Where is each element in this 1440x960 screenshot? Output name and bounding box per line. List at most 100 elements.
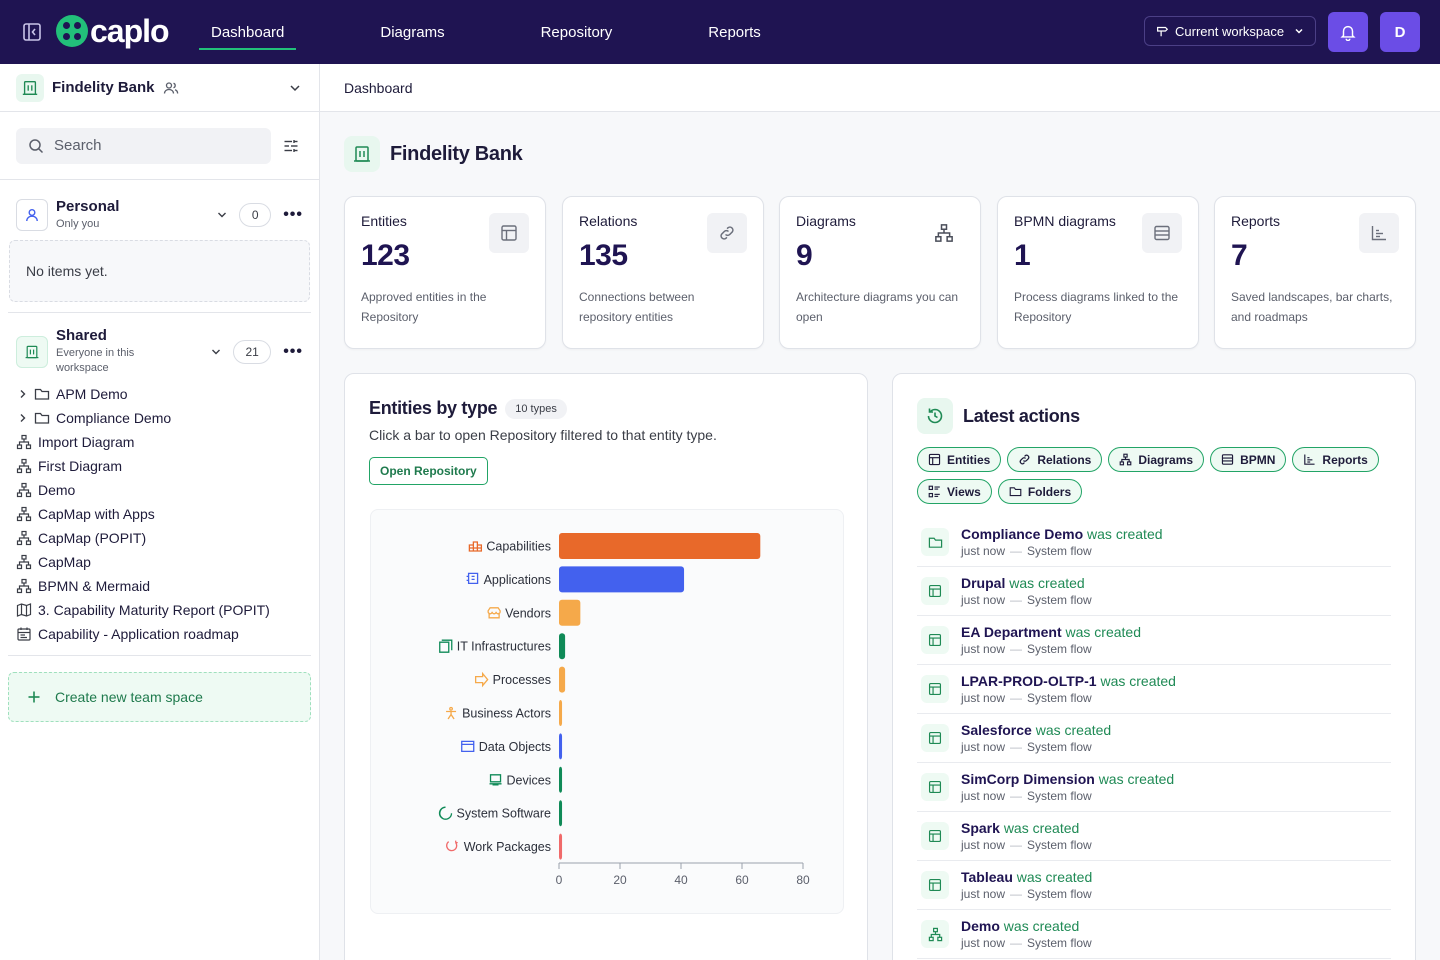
feed-item-name[interactable]: SimCorp Dimension xyxy=(961,771,1095,787)
page-header: Findelity Bank xyxy=(344,136,523,172)
feed-item[interactable]: Tableau was created just now — System flow xyxy=(917,861,1391,910)
chevron-down-icon[interactable] xyxy=(215,208,229,222)
filter-chip-bpmn[interactable]: BPMN xyxy=(1210,447,1287,472)
tree-item-capmap[interactable]: CapMap xyxy=(8,550,311,574)
filter-chip-entities[interactable]: Entities xyxy=(917,447,1002,472)
feed-item-name[interactable]: Salesforce xyxy=(961,722,1032,738)
more-options-icon[interactable]: ••• xyxy=(283,206,303,223)
stat-card-relations[interactable]: Relations 135 Connections between reposi… xyxy=(562,196,764,349)
feed-item-name[interactable]: Drupal xyxy=(961,575,1006,591)
chevron-down-icon[interactable] xyxy=(287,80,303,96)
filter-chip-relations[interactable]: Relations xyxy=(1007,447,1103,472)
feed-item[interactable]: Compliance Demo was created just now — Syst… xyxy=(917,518,1391,567)
chevron-right-icon[interactable] xyxy=(16,411,30,425)
filter-chip-folders[interactable]: Folders xyxy=(997,479,1083,504)
tree-item-capability-application-roadmap[interactable]: Capability - Application roadmap xyxy=(8,622,311,646)
stat-description: Process diagrams linked to the Repositor… xyxy=(1014,290,1179,324)
tree-item-demo[interactable]: Demo xyxy=(8,478,311,502)
bar-vendors[interactable] xyxy=(559,599,581,626)
tree-item-apm-demo[interactable]: APM Demo xyxy=(8,382,311,406)
feed-item[interactable]: LPAR-PROD-OLTP-1 was created just now — Sys… xyxy=(917,665,1391,714)
bar-system-software[interactable] xyxy=(559,800,563,827)
shared-count-badge: 21 xyxy=(233,339,272,364)
feed-item[interactable]: EA Department was created just now — System… xyxy=(917,616,1391,665)
bar-business-actors[interactable] xyxy=(559,700,563,726)
bar-devices[interactable] xyxy=(559,766,563,793)
filter-chip-views[interactable]: Views xyxy=(917,479,992,504)
chevron-right-icon[interactable] xyxy=(16,387,30,401)
stat-label: Entities xyxy=(361,213,407,229)
feed-item-time: just now xyxy=(961,789,1006,803)
more-options-icon[interactable]: ••• xyxy=(283,342,303,360)
category-label[interactable]: Vendors xyxy=(505,606,551,620)
create-team-space-label: Create new team space xyxy=(55,689,203,705)
bar-data-objects[interactable] xyxy=(559,733,563,760)
category-label[interactable]: Business Actors xyxy=(462,707,551,721)
category-label[interactable]: Work Packages xyxy=(464,840,551,854)
caplo-logo[interactable]: caplo xyxy=(56,15,170,47)
feed-item-name[interactable]: EA Department xyxy=(961,624,1062,640)
feed-item-time: just now xyxy=(961,544,1006,558)
stat-card-entities[interactable]: Entities 123 Approved entities in the Re… xyxy=(344,196,546,349)
feed-item[interactable]: Spark was created just now — System flow xyxy=(917,812,1391,861)
stat-value: 7 xyxy=(1231,239,1248,272)
feed-item[interactable]: Demo was created just now — System flow xyxy=(917,910,1391,959)
shared-title: Shared xyxy=(56,327,107,344)
entities-by-type-panel: Entities by type 10 types Click a bar to… xyxy=(344,373,868,960)
workspace-switcher[interactable]: Current workspace xyxy=(1144,16,1316,46)
search-field[interactable] xyxy=(16,127,271,164)
feed-item[interactable]: Salesforce was created just now — System fl… xyxy=(917,714,1391,763)
tree-item-import-diagram[interactable]: Import Diagram xyxy=(8,430,311,454)
actor-icon xyxy=(446,706,457,720)
tab-dashboard[interactable]: Dashboard xyxy=(199,0,297,64)
bar-work-packages[interactable] xyxy=(559,833,563,860)
filter-chip-reports[interactable]: Reports xyxy=(1292,447,1379,472)
tree-item-capability-maturity-report[interactable]: 3. Capability Maturity Report (POPIT) xyxy=(8,598,311,622)
feed-item[interactable]: SimCorp Dimension was created just now — Sy… xyxy=(917,763,1391,812)
bar-it-infrastructures[interactable] xyxy=(559,633,566,660)
category-label[interactable]: System Software xyxy=(457,807,552,821)
chevron-down-icon[interactable] xyxy=(209,345,223,359)
workspace-header[interactable]: Findelity Bank xyxy=(0,64,319,112)
stat-card-reports[interactable]: Reports 7 Saved landscapes, bar charts, … xyxy=(1214,196,1416,349)
feed-item-name[interactable]: LPAR-PROD-OLTP-1 xyxy=(961,673,1097,689)
filter-chip-diagrams[interactable]: Diagrams xyxy=(1108,447,1205,472)
stat-card-diagrams[interactable]: Diagrams 9 Architecture diagrams you can… xyxy=(779,196,981,349)
category-label[interactable]: IT Infrastructures xyxy=(457,640,551,654)
diagram-icon xyxy=(16,458,32,474)
create-team-space-button[interactable]: Create new team space xyxy=(8,672,311,722)
tab-repository[interactable]: Repository xyxy=(540,23,613,41)
notifications-button[interactable] xyxy=(1328,12,1368,52)
feed-item-name[interactable]: Spark xyxy=(961,820,1000,836)
open-repository-button[interactable]: Open Repository xyxy=(369,457,488,485)
bar-applications[interactable] xyxy=(559,566,685,593)
tree-item-compliance-demo[interactable]: Compliance Demo xyxy=(8,406,311,430)
filter-settings-icon[interactable] xyxy=(283,138,299,154)
bar-chart-icon xyxy=(1359,213,1399,253)
category-label[interactable]: Processes xyxy=(493,673,551,687)
tree-item-first-diagram[interactable]: First Diagram xyxy=(8,454,311,478)
feed-item-name[interactable]: Demo xyxy=(961,918,1000,934)
tree-item-bpmn-mermaid[interactable]: BPMN & Mermaid xyxy=(8,574,311,598)
tab-diagrams[interactable]: Diagrams xyxy=(380,23,445,41)
category-label[interactable]: Data Objects xyxy=(479,740,551,754)
tree-item-capmap-with-apps[interactable]: CapMap with Apps xyxy=(8,502,311,526)
diagram-icon xyxy=(16,482,32,498)
feed-item-name[interactable]: Compliance Demo xyxy=(961,526,1084,542)
feed-item[interactable]: Drupal was created just now — System flow xyxy=(917,567,1391,616)
category-label[interactable]: Applications xyxy=(484,573,551,587)
feed-item-name[interactable]: Tableau xyxy=(961,869,1013,885)
search-input[interactable] xyxy=(54,137,254,154)
tab-reports[interactable]: Reports xyxy=(708,23,761,41)
shared-section-header[interactable]: Shared Everyone in this workspace 21 ••• xyxy=(8,327,311,376)
bar-processes[interactable] xyxy=(559,666,566,693)
table-icon xyxy=(489,213,529,253)
bar-capabilities[interactable] xyxy=(559,533,761,559)
user-avatar[interactable]: D xyxy=(1380,12,1420,52)
category-label[interactable]: Capabilities xyxy=(486,540,551,554)
sidebar-toggle-icon[interactable] xyxy=(22,22,42,42)
category-label[interactable]: Devices xyxy=(507,773,551,787)
tree-item-capmap-popit[interactable]: CapMap (POPIT) xyxy=(8,526,311,550)
personal-section-header[interactable]: Personal Only you 0 ••• xyxy=(8,198,311,232)
stat-card-bpmn-diagrams[interactable]: BPMN diagrams 1 Process diagrams linked … xyxy=(997,196,1199,349)
